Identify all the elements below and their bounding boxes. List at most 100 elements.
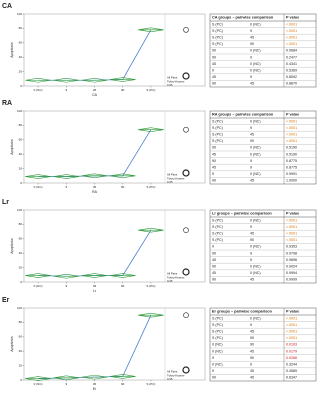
table-cell: 0.9994	[286, 271, 297, 275]
table-cell: <.0001	[286, 126, 297, 130]
y-tick-label: 20	[19, 265, 23, 269]
y-tick-label: 40	[19, 251, 23, 255]
y-tick-label: 20	[19, 166, 23, 170]
table-cell: 1.0000	[286, 179, 297, 183]
table-cell: 9	[250, 165, 252, 169]
y-tick-label: 0	[20, 181, 22, 185]
x-axis-label: Er	[93, 387, 97, 391]
table-frame	[209, 307, 317, 382]
annotation: All Pairs	[167, 173, 178, 177]
table-cell: 9	[250, 258, 252, 262]
y-axis-label: Apoptosis	[10, 139, 14, 155]
table-cell: 9	[212, 356, 214, 360]
table-cell: 0.9924	[286, 264, 297, 268]
table-cell: <.0001	[286, 139, 297, 143]
table-cell: S (PC)	[212, 22, 223, 26]
table-cell: S (PC)	[212, 119, 223, 123]
table-cell: S (PC)	[212, 29, 223, 33]
x-axis-label: CA	[92, 93, 98, 97]
table-header: P value	[286, 212, 299, 216]
table-cell: 9	[250, 159, 252, 163]
x-tick-label: 45	[93, 382, 97, 386]
table-cell: 9	[250, 75, 252, 79]
table-cell: 45	[250, 35, 254, 39]
y-tick-label: 80	[19, 222, 23, 226]
table-cell: 9	[250, 29, 252, 33]
table-cell: S (PC)	[212, 238, 223, 242]
comparison-circle	[183, 227, 189, 233]
x-tick-label: 90	[121, 185, 125, 189]
comparison-circle	[182, 72, 190, 80]
table-header: Er groups – pairwise comparison	[212, 310, 273, 314]
x-tick-label: 0 (NC)	[34, 382, 43, 386]
table-cell: 90	[212, 264, 216, 268]
table-cell: 45	[250, 329, 254, 333]
table-cell: 0 (NC)	[212, 343, 223, 347]
table-cell: 45	[250, 376, 254, 380]
table-cell: 0.0179	[286, 349, 297, 353]
table-cell: <.0001	[286, 329, 297, 333]
table-cell: 0.8870	[286, 82, 297, 86]
x-tick-label: S (PC)	[146, 88, 155, 92]
table-cell: 90	[212, 49, 216, 53]
table-cell: 0 (NC)	[250, 316, 261, 320]
table-cell: 9	[250, 323, 252, 327]
table-cell: 0 (NC)	[250, 22, 261, 26]
plot-frame	[23, 110, 206, 184]
table-cell: 90	[250, 42, 254, 46]
table-cell: 0.9798	[286, 251, 297, 255]
table-header: CA groups – pairwise comparison	[212, 16, 274, 20]
y-tick-label: 60	[19, 138, 23, 142]
y-tick-label: 80	[19, 26, 23, 30]
table-cell: <.0001	[286, 316, 297, 320]
table-cell: 0 (NC)	[250, 245, 261, 249]
table-cell: S (PC)	[212, 225, 223, 229]
table-cell: S (PC)	[212, 132, 223, 136]
y-axis-label: Apoptosis	[10, 42, 14, 58]
x-tick-label: 9	[65, 185, 67, 189]
table-cell: 0 (NC)	[250, 264, 261, 268]
x-tick-label: 9	[65, 382, 67, 386]
table-cell: 90	[212, 376, 216, 380]
x-tick-label: S (PC)	[146, 284, 155, 288]
table-cell: 90	[250, 238, 254, 242]
table-cell: S (PC)	[212, 42, 223, 46]
table-cell: <.0001	[286, 323, 297, 327]
table-cell: 0.9896	[286, 258, 297, 262]
table-cell: 0.0103	[286, 343, 297, 347]
y-tick-label: 60	[19, 41, 23, 45]
x-tick-label: 90	[121, 88, 125, 92]
table-cell: S (PC)	[212, 323, 223, 327]
table-cell: 90	[212, 82, 216, 86]
table-cell: <.0001	[286, 22, 297, 26]
table-cell: S (PC)	[212, 139, 223, 143]
plot-frame	[23, 307, 206, 381]
table-cell: 0 (NC)	[250, 62, 261, 66]
y-tick-label: 100	[17, 306, 22, 310]
table-cell: 9	[250, 362, 252, 366]
table-cell: 9	[250, 126, 252, 130]
table-cell: 90	[212, 55, 216, 59]
table-cell: 90	[212, 179, 216, 183]
table-header: P value	[286, 16, 299, 20]
table-cell: 0.8592	[286, 75, 297, 79]
panel-label: CA	[2, 3, 12, 10]
y-tick-label: 0	[20, 280, 22, 284]
annotation: Tukey-Kramer	[167, 176, 185, 180]
table-cell: 0 (NC)	[250, 146, 261, 150]
y-tick-label: 80	[19, 123, 23, 127]
table-cell: 0.6347	[286, 376, 297, 380]
table-cell: <.0001	[286, 336, 297, 340]
table-cell: 0 (NC)	[212, 362, 223, 366]
table-cell: S (PC)	[212, 35, 223, 39]
table-cell: 45	[212, 165, 216, 169]
table-cell: 9	[212, 172, 214, 176]
table-cell: 45	[250, 82, 254, 86]
x-axis-label: RA	[92, 190, 98, 194]
comparison-circle	[183, 27, 189, 33]
table-cell: 9	[250, 55, 252, 59]
table-cell: 0 (NC)	[212, 349, 223, 353]
table-cell: 9	[212, 245, 214, 249]
table-cell: 45	[212, 258, 216, 262]
y-tick-label: 60	[19, 237, 23, 241]
